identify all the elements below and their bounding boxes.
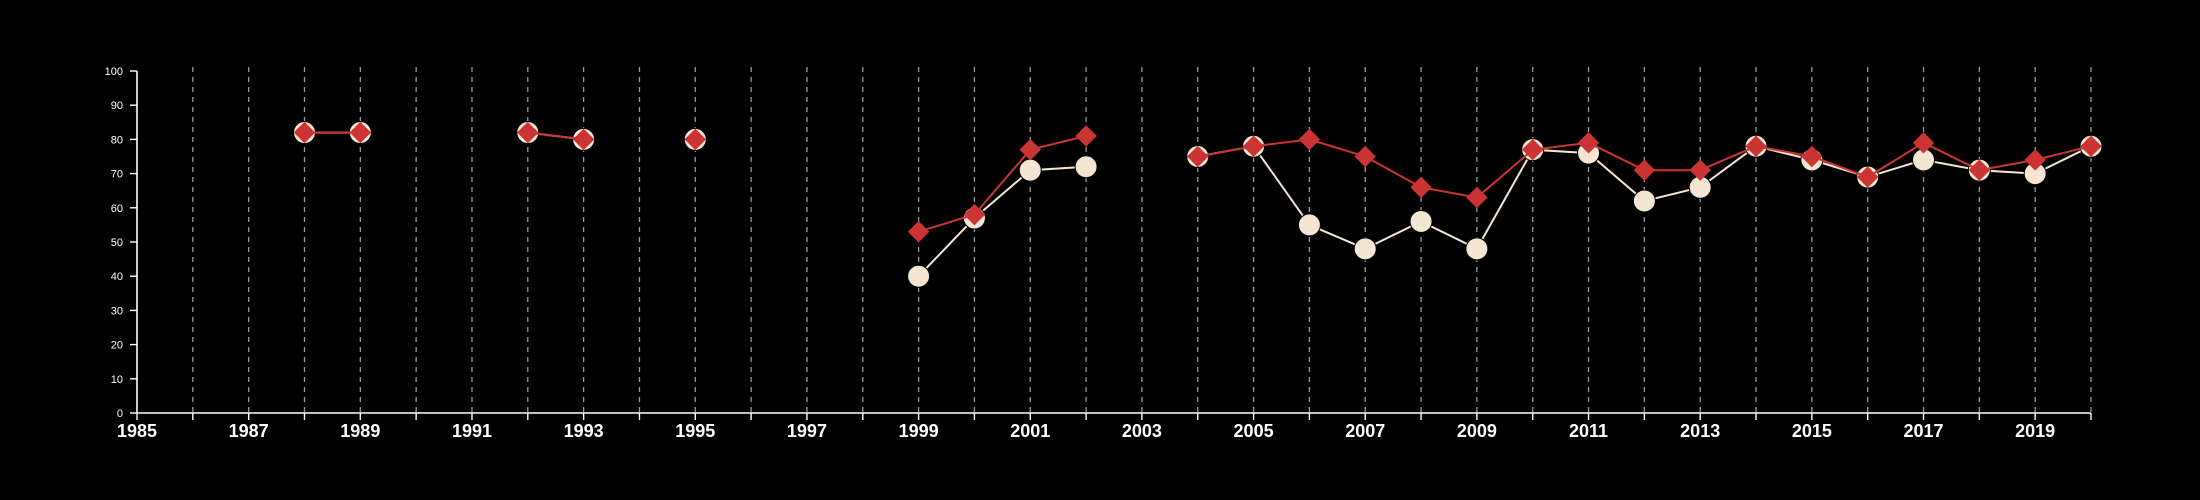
- x-tick-label: 1999: [899, 421, 939, 441]
- data-point: [1465, 237, 1489, 261]
- x-tick-label: 2001: [1010, 421, 1050, 441]
- data-point: [1522, 138, 1544, 161]
- data-point: [2024, 149, 2046, 171]
- data-point: [1801, 145, 1823, 168]
- data-point: [1466, 186, 1488, 209]
- data-point: [907, 221, 930, 243]
- x-tick-label: 2015: [1792, 421, 1832, 441]
- data-point: [1354, 145, 1376, 168]
- data-point: [1577, 132, 1600, 154]
- data-point: [1018, 158, 1042, 182]
- data-point: [572, 128, 595, 151]
- y-tick-label: 10: [111, 374, 123, 386]
- x-tick-label: 2013: [1680, 421, 1720, 441]
- y-tick-label: 20: [111, 340, 123, 352]
- data-point: [1075, 125, 1097, 147]
- x-tick-label: 1985: [117, 421, 157, 441]
- data-point: [1187, 145, 1209, 168]
- x-tick-label: 2017: [1903, 421, 1943, 441]
- y-tick-label: 90: [111, 100, 123, 112]
- y-tick-label: 30: [111, 305, 123, 317]
- data-point: [1856, 166, 1879, 188]
- data-point: [1242, 135, 1265, 157]
- data-point: [1019, 138, 1041, 161]
- data-point: [1410, 176, 1432, 198]
- x-tick-label: 2005: [1234, 421, 1274, 441]
- data-point: [1968, 159, 1991, 181]
- y-tick-label: 70: [111, 169, 123, 181]
- data-point: [963, 203, 986, 226]
- x-tick-label: 2019: [2015, 421, 2055, 441]
- data-point: [1298, 128, 1321, 151]
- x-tick-label: 2003: [1122, 421, 1162, 441]
- x-tick-label: 1989: [340, 421, 380, 441]
- y-tick-label: 50: [111, 237, 123, 249]
- data-point: [684, 128, 706, 151]
- data-point: [1409, 209, 1433, 233]
- data-point: [293, 121, 316, 144]
- x-tick-label: 1987: [229, 421, 269, 441]
- data-point: [349, 121, 372, 144]
- data-point: [1074, 155, 1098, 179]
- data-series: [292, 121, 2103, 288]
- data-point: [907, 264, 931, 288]
- x-tick-label: 1991: [452, 421, 492, 441]
- data-point: [1745, 135, 1767, 157]
- data-point: [2080, 135, 2102, 157]
- axes: 0 10 20 30 40 50 60 70 80 90 100 1985 1987 1989 1991 19…: [105, 66, 2092, 441]
- x-tick-label: 1993: [564, 421, 604, 441]
- data-point: [1912, 132, 1935, 154]
- data-point: [1689, 159, 1711, 181]
- y-tick-label: 0: [117, 408, 123, 420]
- x-tick-label: 2007: [1345, 421, 1385, 441]
- x-tick-label: 2011: [1569, 421, 1608, 441]
- y-tick-label: 80: [111, 134, 123, 146]
- data-point: [1297, 213, 1321, 237]
- series-2: [293, 121, 2102, 243]
- y-tick-label: 40: [111, 271, 123, 283]
- y-tick-label: 60: [111, 203, 123, 215]
- data-point: [517, 121, 539, 144]
- x-tick-label: 1995: [675, 421, 715, 441]
- y-tick-label: 100: [105, 66, 123, 78]
- data-point: [1633, 159, 1656, 181]
- series-line: [917, 165, 1087, 277]
- x-tick-label: 1997: [787, 421, 827, 441]
- data-point: [1353, 237, 1377, 261]
- series-line: [918, 135, 1087, 233]
- grid-lines: [192, 67, 2092, 413]
- data-point: [1632, 189, 1656, 213]
- x-tick-label: 2009: [1457, 421, 1497, 441]
